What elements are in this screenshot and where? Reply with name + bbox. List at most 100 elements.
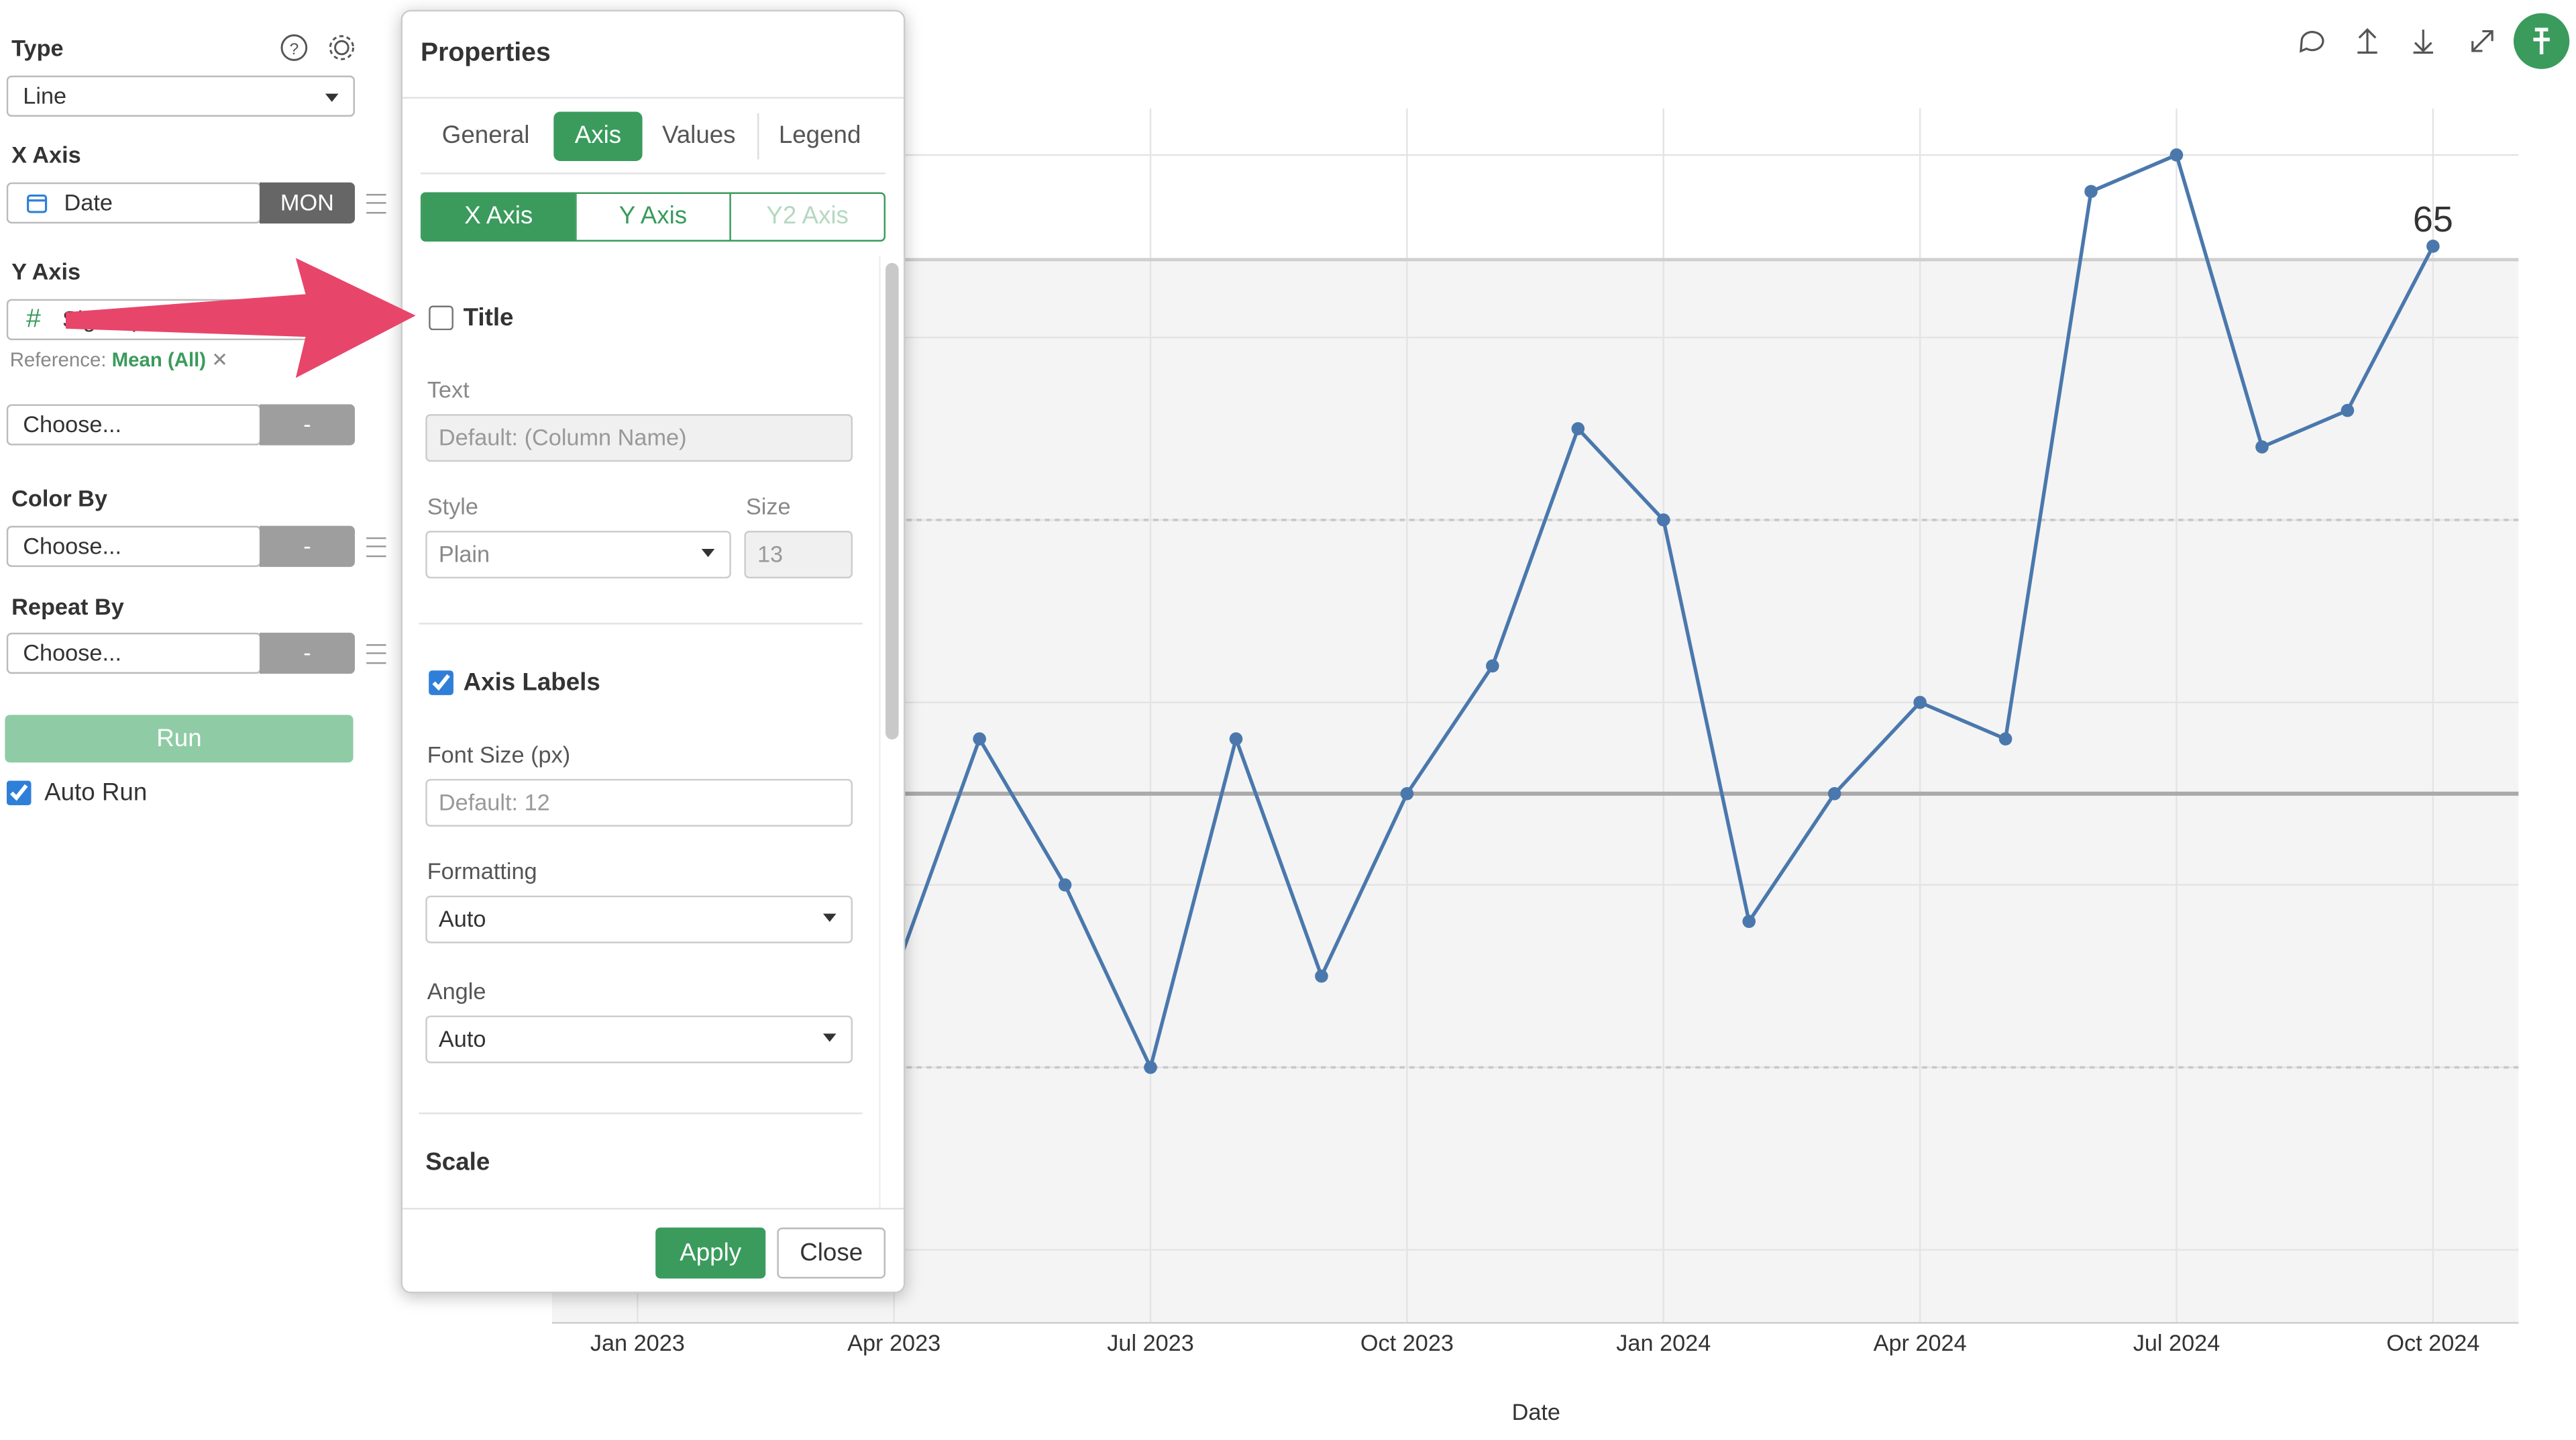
- option-button[interactable]: -: [259, 404, 355, 446]
- title-checkbox[interactable]: [429, 305, 453, 331]
- x-tick-label: Jan 2024: [1616, 1331, 1711, 1356]
- data-point: [1400, 786, 1414, 801]
- annotation-arrow: [65, 258, 416, 378]
- size-input: 13: [744, 531, 853, 579]
- field-label: Font Size (px): [427, 741, 571, 768]
- scrollbar-track: [879, 256, 881, 1210]
- data-point: [973, 732, 986, 746]
- angle-select[interactable]: Auto: [425, 1015, 853, 1064]
- select-value: Choose...: [23, 639, 122, 666]
- field-label: Style: [427, 493, 478, 519]
- data-point: [1656, 513, 1670, 527]
- data-point: [1058, 878, 1072, 892]
- data-point: [1229, 732, 1243, 746]
- close-button[interactable]: Close: [777, 1227, 886, 1279]
- field-label: Text: [427, 376, 470, 403]
- x-tick-label: Jul 2024: [2133, 1331, 2220, 1356]
- section-label: Scale: [425, 1148, 490, 1177]
- separator: [420, 172, 886, 174]
- data-point: [1571, 422, 1585, 435]
- separator: [402, 1208, 904, 1210]
- tab[interactable]: General: [441, 121, 530, 150]
- title-text-input: Default: (Column Name): [425, 414, 853, 462]
- auto-run-checkbox[interactable]: [6, 780, 32, 806]
- number-icon: #: [26, 305, 41, 334]
- tab[interactable]: Values: [661, 121, 736, 150]
- tab[interactable]: Legend: [778, 121, 861, 150]
- toolbar: [2300, 13, 2570, 69]
- download-icon[interactable]: [2413, 30, 2433, 54]
- upload-icon[interactable]: [2357, 28, 2377, 54]
- menu-icon[interactable]: [366, 537, 386, 558]
- repeat-by-select[interactable]: Choose...: [6, 632, 262, 674]
- checkbox-label: Auto Run: [44, 778, 148, 807]
- select-value: Plain: [438, 540, 490, 567]
- reference-value[interactable]: Mean (All): [111, 348, 207, 372]
- data-point: [1486, 659, 1499, 673]
- x-unit-button[interactable]: MON: [259, 182, 355, 224]
- data-point: [2169, 148, 2184, 162]
- section-label: Title: [463, 304, 514, 332]
- data-point: [1998, 732, 2012, 746]
- data-point: [1315, 969, 1328, 983]
- menu-icon[interactable]: [366, 193, 386, 214]
- select-value: Auto: [438, 905, 486, 932]
- select-value: Date: [64, 189, 113, 215]
- x-tick-label: Jan 2023: [590, 1331, 685, 1356]
- tab-active[interactable]: Axis: [553, 111, 643, 162]
- run-button[interactable]: Run: [5, 715, 354, 763]
- settings-cog: [329, 35, 355, 60]
- x-tick-label: Oct 2024: [2386, 1331, 2479, 1356]
- calendar-icon: [27, 194, 48, 213]
- subtab-group: X Axis Y Axis Y2 Axis: [420, 192, 886, 242]
- option-button[interactable]: -: [259, 525, 355, 567]
- comment-icon[interactable]: [2300, 31, 2324, 53]
- help-icon[interactable]: [280, 34, 308, 61]
- apply-button[interactable]: Apply: [655, 1227, 766, 1279]
- data-point: [1913, 696, 1927, 709]
- axis-labels-checkbox[interactable]: [429, 670, 453, 695]
- option-button[interactable]: -: [259, 632, 355, 674]
- expand-icon[interactable]: [2471, 30, 2493, 52]
- tab-divider: [757, 113, 759, 160]
- menu-icon[interactable]: [366, 644, 386, 664]
- reference-prefix: Reference:: [9, 348, 107, 372]
- separator: [419, 1112, 863, 1115]
- reference-remove[interactable]: ✕: [211, 348, 228, 372]
- settings-icon[interactable]: [334, 40, 350, 56]
- formatting-select[interactable]: Auto: [425, 895, 853, 943]
- data-point: [2084, 185, 2098, 199]
- x-column-select[interactable]: Date: [6, 182, 262, 224]
- scrollbar-thumb[interactable]: [885, 262, 899, 740]
- section-label: Axis Labels: [463, 668, 600, 697]
- x-axis-title: Date: [1512, 1400, 1560, 1425]
- select-value: Line: [23, 82, 67, 109]
- data-point: [1827, 786, 1841, 801]
- color-by-select[interactable]: Choose...: [6, 525, 262, 567]
- field-label: Formatting: [427, 858, 537, 884]
- font-size-input[interactable]: Default: 12: [425, 778, 853, 827]
- label: Repeat By: [11, 593, 124, 620]
- select-value: Choose...: [23, 411, 122, 438]
- data-point: [2341, 403, 2355, 417]
- label: Color By: [11, 484, 108, 511]
- data-point: [2426, 240, 2440, 253]
- style-select: Plain: [425, 531, 731, 579]
- column-select[interactable]: Choose...: [6, 404, 262, 446]
- x-tick-label: Apr 2023: [847, 1331, 941, 1356]
- properties-dialog: Properties General Axis Values Legend X …: [400, 9, 906, 1294]
- subtab[interactable]: Y Axis: [575, 193, 729, 240]
- type-icons: ?: [280, 34, 355, 61]
- select-value: Auto: [438, 1025, 486, 1052]
- subtab-active[interactable]: X Axis: [422, 193, 576, 240]
- reference-info: Reference: Mean (All) ✕: [10, 348, 228, 371]
- data-point: [1742, 915, 1756, 928]
- help-glyph: ?: [290, 40, 299, 58]
- subtab-disabled: Y2 Axis: [729, 193, 883, 240]
- data-point: [2255, 440, 2269, 454]
- type-select[interactable]: Line: [6, 75, 355, 117]
- field-label: Angle: [427, 978, 486, 1005]
- arrow: [65, 258, 416, 378]
